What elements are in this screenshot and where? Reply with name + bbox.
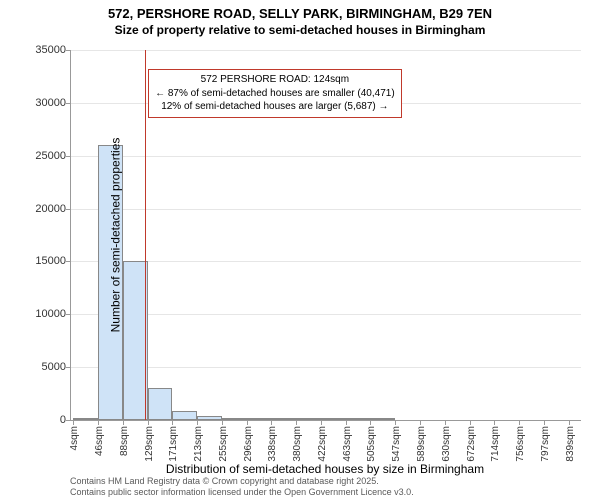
y-axis-label: Number of semi-detached properties	[108, 138, 122, 333]
annotation-line: 12% of semi-detached houses are larger (…	[155, 100, 395, 114]
xtick-label: 547sqm	[391, 426, 402, 462]
xtick-label: 213sqm	[193, 426, 204, 462]
histogram-bar	[172, 411, 197, 421]
xtick-label: 463sqm	[342, 426, 353, 462]
chart-title: 572, PERSHORE ROAD, SELLY PARK, BIRMINGH…	[0, 0, 600, 23]
xtick-mark	[321, 420, 322, 425]
footer-line-2: Contains public sector information licen…	[70, 487, 414, 498]
xtick-mark	[247, 420, 248, 425]
xtick-mark	[172, 420, 173, 425]
xtick-label: 422sqm	[317, 426, 328, 462]
footer-line-1: Contains HM Land Registry data © Crown c…	[70, 476, 414, 487]
xtick-label: 630sqm	[441, 426, 452, 462]
xtick-label: 129sqm	[144, 426, 155, 462]
x-axis-label: Distribution of semi-detached houses by …	[70, 462, 580, 476]
xtick-label: 171sqm	[168, 426, 179, 462]
xtick-mark	[346, 420, 347, 425]
xtick-mark	[420, 420, 421, 425]
histogram-bar	[73, 418, 98, 420]
xtick-label: 88sqm	[119, 426, 130, 456]
histogram-bar	[148, 388, 173, 420]
xtick-mark	[271, 420, 272, 425]
xtick-mark	[98, 420, 99, 425]
xtick-label: 839sqm	[565, 426, 576, 462]
ytick-mark	[66, 103, 71, 104]
xtick-label: 797sqm	[540, 426, 551, 462]
gridline	[71, 209, 581, 210]
xtick-mark	[445, 420, 446, 425]
annotation-line: 572 PERSHORE ROAD: 124sqm	[155, 73, 395, 87]
xtick-mark	[197, 420, 198, 425]
xtick-mark	[123, 420, 124, 425]
annotation-box: 572 PERSHORE ROAD: 124sqm← 87% of semi-d…	[148, 69, 402, 118]
histogram-bar	[271, 418, 296, 420]
ytick-label: 0	[60, 414, 66, 426]
xtick-label: 589sqm	[416, 426, 427, 462]
xtick-label: 338sqm	[267, 426, 278, 462]
xtick-label: 255sqm	[218, 426, 229, 462]
xtick-label: 672sqm	[466, 426, 477, 462]
ytick-mark	[66, 156, 71, 157]
xtick-mark	[395, 420, 396, 425]
histogram-bar	[222, 418, 247, 420]
histogram-bar	[370, 418, 395, 420]
xtick-mark	[544, 420, 545, 425]
ytick-label: 15000	[35, 255, 66, 267]
xtick-mark	[296, 420, 297, 425]
gridline	[71, 50, 581, 51]
xtick-mark	[73, 420, 74, 425]
xtick-label: 46sqm	[94, 426, 105, 456]
xtick-mark	[370, 420, 371, 425]
xtick-mark	[222, 420, 223, 425]
histogram-bar	[346, 418, 371, 420]
histogram-bar	[247, 418, 272, 420]
xtick-mark	[519, 420, 520, 425]
chart-subtitle: Size of property relative to semi-detach…	[0, 23, 600, 39]
xtick-label: 4sqm	[69, 426, 80, 450]
xtick-label: 756sqm	[515, 426, 526, 462]
xtick-mark	[569, 420, 570, 425]
xtick-mark	[148, 420, 149, 425]
histogram-bar	[296, 418, 321, 420]
histogram-bar	[321, 418, 346, 420]
xtick-mark	[494, 420, 495, 425]
annotation-line: ← 87% of semi-detached houses are smalle…	[155, 87, 395, 101]
histogram-bar	[197, 416, 222, 420]
ytick-mark	[66, 50, 71, 51]
ytick-mark	[66, 314, 71, 315]
xtick-label: 714sqm	[490, 426, 501, 462]
ytick-mark	[66, 261, 71, 262]
xtick-mark	[470, 420, 471, 425]
ytick-mark	[66, 367, 71, 368]
footer-attribution: Contains HM Land Registry data © Crown c…	[70, 476, 414, 499]
ytick-label: 10000	[35, 308, 66, 320]
chart-container: 572, PERSHORE ROAD, SELLY PARK, BIRMINGH…	[0, 0, 600, 500]
reference-line	[145, 50, 146, 420]
ytick-label: 35000	[35, 44, 66, 56]
xtick-label: 296sqm	[243, 426, 254, 462]
ytick-mark	[66, 420, 71, 421]
ytick-label: 25000	[35, 150, 66, 162]
xtick-label: 505sqm	[366, 426, 377, 462]
ytick-label: 30000	[35, 97, 66, 109]
ytick-label: 5000	[42, 361, 66, 373]
xtick-label: 380sqm	[292, 426, 303, 462]
ytick-mark	[66, 209, 71, 210]
plot-area: 050001000015000200002500030000350004sqm4…	[70, 50, 581, 421]
gridline	[71, 156, 581, 157]
ytick-label: 20000	[35, 203, 66, 215]
